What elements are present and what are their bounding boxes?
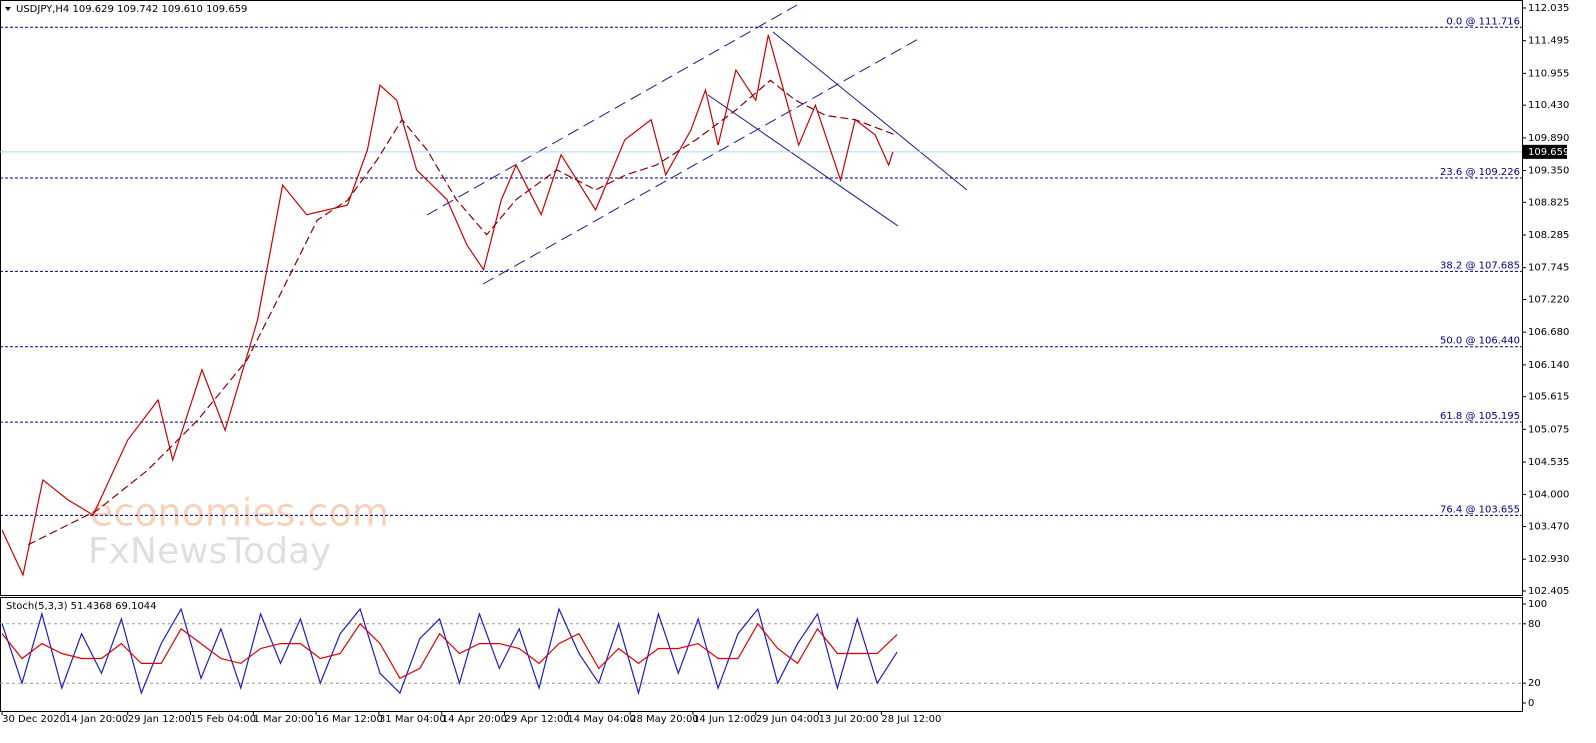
y-tick-label: 20	[1528, 678, 1541, 689]
y-tick-label: 102.930	[1528, 554, 1569, 565]
series-line	[1, 607, 898, 696]
y-tick-label: 110.430	[1528, 100, 1569, 111]
y-tick-label: 106.680	[1528, 327, 1569, 338]
watermark: economies.com	[90, 491, 389, 535]
x-tick-label: 13 Jul 20:00	[819, 714, 879, 725]
trend-lines	[426, 4, 968, 285]
channel-lower	[482, 37, 921, 285]
y-tick-label: 109.890	[1528, 133, 1569, 144]
series-line	[1, 34, 894, 577]
y-tick-label: 80	[1528, 619, 1541, 630]
series-line	[28, 79, 896, 546]
down-upper	[772, 31, 968, 191]
x-tick-label: 29 Jan 12:00	[128, 714, 191, 725]
y-tick-label: 110.955	[1528, 68, 1569, 79]
indicator-title: Stoch(5,3,3) 51.4368 69.1044	[6, 601, 157, 612]
y-tick-label: 104.535	[1528, 457, 1569, 468]
y-tick-label: 103.470	[1528, 522, 1569, 533]
y-tick-label: 109.350	[1528, 166, 1569, 177]
y-tick-label: 111.495	[1528, 36, 1569, 47]
down-lower	[707, 94, 899, 227]
y-tick-label: 112.035	[1528, 3, 1569, 14]
x-tick-label: 30 Dec 2020	[2, 714, 66, 725]
y-tick-label: 104.000	[1528, 489, 1569, 500]
y-tick-label: 0	[1528, 698, 1534, 709]
x-tick-label: 28 May 20:00	[630, 714, 699, 725]
x-tick-label: 29 Apr 12:00	[505, 714, 570, 725]
y-tick-label: 108.825	[1528, 197, 1569, 208]
chart-title: USDJPY,H4 109.629 109.742 109.610 109.65…	[16, 4, 247, 15]
x-tick-label: 28 Jul 12:00	[881, 714, 941, 725]
fib-label: 38.2 @ 107.685	[1440, 260, 1520, 271]
x-tick-label: 16 Mar 12:00	[316, 714, 383, 725]
fib-label: 61.8 @ 105.195	[1440, 411, 1520, 422]
symbol-icon	[5, 7, 11, 11]
series-line	[1, 622, 898, 680]
x-tick-label: 1 Mar 20:00	[253, 714, 313, 725]
y-tick-label: 108.285	[1528, 230, 1569, 241]
main-frame	[0, 0, 1523, 596]
y-tick-label: 106.140	[1528, 360, 1569, 371]
y-tick-label: 107.220	[1528, 295, 1569, 306]
y-tick-label: 100	[1528, 599, 1547, 610]
y-tick-label: 105.615	[1528, 392, 1569, 403]
fib-label: 0.0 @ 111.716	[1446, 16, 1520, 27]
last-price-box	[1523, 144, 1567, 159]
x-tick-label: 31 Mar 04:00	[379, 714, 446, 725]
sub-frame	[0, 597, 1523, 712]
x-tick-label: 14 May 04:00	[567, 714, 636, 725]
x-tick-label: 29 Jun 04:00	[756, 714, 820, 725]
x-tick-label: 14 Jan 20:00	[65, 714, 128, 725]
watermark: FxNewsToday	[88, 531, 331, 572]
x-tick-label: 15 Feb 04:00	[191, 714, 257, 725]
fib-label: 23.6 @ 109.226	[1440, 167, 1520, 178]
y-tick-label: 107.745	[1528, 263, 1569, 274]
y-tick-label: 105.075	[1528, 424, 1569, 435]
y-tick-label: 102.405	[1528, 586, 1569, 597]
fib-label: 50.0 @ 106.440	[1440, 336, 1520, 347]
x-tick-label: 14 Apr 20:00	[442, 714, 507, 725]
last-price-label: 109.659	[1528, 147, 1569, 158]
fib-label: 76.4 @ 103.655	[1440, 504, 1520, 515]
x-tick-label: 14 Jun 12:00	[693, 714, 757, 725]
